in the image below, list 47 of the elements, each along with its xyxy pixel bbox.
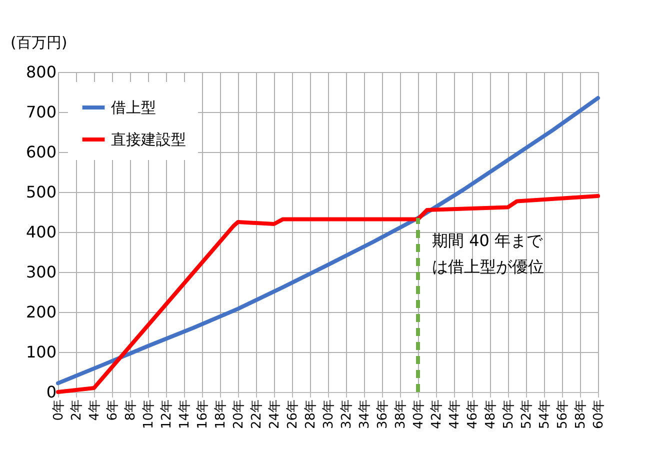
- annotation: 期間 40 年まで: [432, 231, 544, 250]
- x-tick-label: 12年: [160, 400, 174, 430]
- x-tick-label: 20年: [232, 400, 246, 430]
- x-tick-label: 4年: [88, 400, 102, 421]
- y-tick-label: 400: [26, 222, 56, 242]
- x-tick-label: 50年: [502, 400, 516, 430]
- y-tick-label: 700: [26, 102, 56, 122]
- legend-label: 借上型: [111, 98, 156, 116]
- x-tick-label: 6年: [106, 400, 120, 421]
- x-tick-label: 40年: [412, 400, 426, 430]
- x-tick-label: 38年: [394, 400, 408, 430]
- x-tick-label: 44年: [448, 400, 462, 430]
- x-tick-label: 48年: [484, 400, 498, 430]
- line-series: [56, 96, 600, 386]
- x-tick-label: 2年: [70, 400, 84, 421]
- x-tick-label: 24年: [268, 400, 282, 430]
- x-tick-label: 52年: [520, 400, 534, 430]
- x-tick-label: 22年: [250, 400, 264, 430]
- x-tick-label: 30年: [322, 400, 336, 430]
- x-tick-label: 58年: [574, 400, 588, 430]
- y-tick-label: 100: [26, 342, 56, 362]
- y-tick-label: 200: [26, 302, 56, 322]
- x-tick-label: 60年: [592, 400, 606, 430]
- y-tick-label: 300: [26, 262, 56, 282]
- y-axis-title: (百万円): [10, 34, 68, 52]
- y-tick-label: 0: [46, 382, 56, 402]
- x-tick-label: 32年: [340, 400, 354, 430]
- x-tick-label: 34年: [358, 400, 372, 430]
- y-tick-label: 500: [26, 182, 56, 202]
- y-tick-label: 800: [26, 62, 56, 82]
- x-tick-label: 18年: [214, 400, 228, 430]
- annotation: は借上型が優位: [432, 257, 544, 276]
- x-tick-label: 0年: [52, 400, 66, 421]
- x-tick-label: 14年: [178, 400, 192, 430]
- y-tick-label: 600: [26, 142, 56, 162]
- x-tick-label: 10年: [142, 400, 156, 430]
- x-tick-label: 8年: [124, 400, 138, 421]
- x-tick-label: 26年: [286, 400, 300, 430]
- x-tick-label: 36年: [376, 400, 390, 430]
- line-series: [56, 194, 600, 394]
- x-tick-label: 46年: [466, 400, 480, 430]
- x-tick-label: 28年: [304, 400, 318, 430]
- x-tick-label: 42年: [430, 400, 444, 430]
- x-tick-label: 56年: [556, 400, 570, 430]
- x-tick-label: 16年: [196, 400, 210, 430]
- x-tick-label: 54年: [538, 400, 552, 430]
- legend-label: 直接建設型: [111, 130, 186, 148]
